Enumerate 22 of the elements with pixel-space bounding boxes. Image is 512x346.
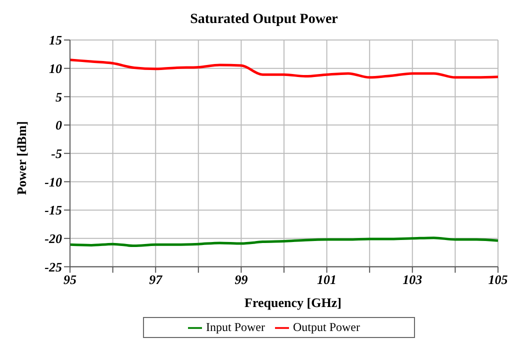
y-tick-label: -15 — [44, 202, 62, 218]
x-axis-title: Frequency [GHz] — [244, 295, 342, 311]
y-tick-label: -10 — [44, 174, 62, 190]
y-tick-label: 0 — [56, 118, 62, 133]
legend-label: Output Power — [293, 320, 360, 334]
y-tick-label: -25 — [44, 259, 62, 274]
x-tick-label: 103 — [402, 272, 423, 287]
x-tick-label: 99 — [234, 272, 248, 287]
x-tick-label: 97 — [149, 272, 163, 287]
x-tick-label: 101 — [317, 272, 337, 287]
line-series — [70, 236, 498, 248]
legend-label: Input Power — [206, 320, 265, 334]
y-tick-label: 15 — [49, 32, 62, 48]
y-axis-title: Power [dBm] — [14, 121, 30, 195]
y-tick-label: 5 — [56, 89, 62, 104]
line-series — [70, 58, 498, 79]
x-tick-label: 95 — [64, 272, 77, 287]
x-tick-label: 105 — [488, 272, 508, 287]
y-tick-label: 10 — [49, 60, 62, 76]
y-tick-label: -20 — [44, 231, 62, 246]
y-tick-label: -5 — [51, 146, 62, 161]
chart-title: Saturated Output Power — [189, 12, 339, 28]
